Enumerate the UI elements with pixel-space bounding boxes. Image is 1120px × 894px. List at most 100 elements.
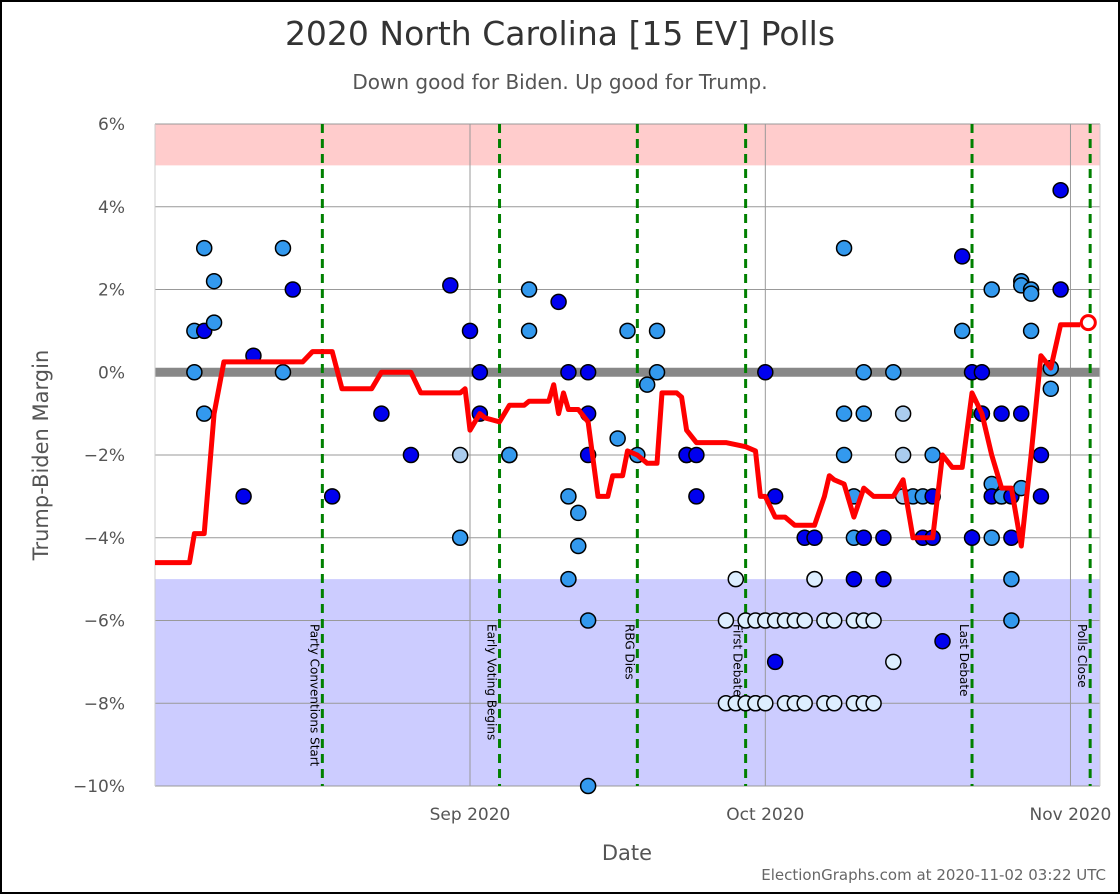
- poll-point: [648, 364, 666, 381]
- poll-point: [855, 405, 872, 422]
- x-tick-label: Sep 2020: [430, 805, 511, 825]
- poll-point: [560, 488, 577, 505]
- poll-point: [1013, 405, 1030, 422]
- poll-point: [934, 632, 951, 650]
- poll-point: [806, 570, 823, 588]
- poll-point: [451, 446, 469, 464]
- x-tick-label: Oct 2020: [726, 805, 804, 825]
- y-tick-label: −8%: [84, 694, 125, 714]
- poll-point: [885, 364, 902, 381]
- final-average-marker: [1079, 314, 1097, 332]
- poll-point: [688, 488, 705, 505]
- poll-point: [186, 364, 203, 381]
- y-tick-label: −10%: [73, 777, 125, 797]
- y-tick-label: −2%: [84, 446, 125, 466]
- poll-point: [1003, 570, 1020, 588]
- poll-point: [835, 239, 853, 257]
- poll-point: [570, 504, 587, 522]
- poll-point: [825, 612, 843, 629]
- poll-point: [953, 248, 971, 265]
- chart-title: 2020 North Carolina [15 EV] Polls: [284, 14, 836, 53]
- y-tick-label: −4%: [84, 529, 125, 549]
- poll-point: [875, 529, 892, 546]
- poll-point: [579, 612, 597, 629]
- poll-point: [894, 446, 912, 464]
- poll-point: [235, 488, 252, 505]
- poll-point: [195, 405, 213, 422]
- event-label: Early Voting Begins: [485, 624, 499, 740]
- poll-point: [205, 314, 223, 331]
- y-axis-label: Trump-Biden Margin: [29, 350, 53, 562]
- poll-point: [1022, 285, 1040, 302]
- poll-point: [442, 277, 459, 294]
- poll-point: [825, 695, 843, 712]
- poll-point: [1042, 380, 1060, 398]
- poll-point: [1022, 322, 1040, 340]
- poll-point: [638, 376, 656, 393]
- poll-point: [717, 612, 735, 629]
- chart-subtitle: Down good for Biden. Up good for Trump.: [352, 70, 768, 94]
- poll-point: [845, 570, 863, 588]
- poll-point: [520, 322, 538, 340]
- poll-point: [451, 529, 469, 546]
- average-line: [155, 322, 1081, 566]
- poll-point: [865, 695, 882, 712]
- poll-point: [609, 430, 626, 447]
- poll-point: [1052, 281, 1069, 298]
- poll-point: [924, 446, 941, 464]
- poll-point: [579, 364, 597, 381]
- event-label: First Debate: [731, 624, 745, 697]
- poll-point: [274, 364, 292, 381]
- y-tick-label: 4%: [98, 198, 125, 218]
- poll-point: [983, 529, 1000, 546]
- biden-zone: [155, 579, 1100, 786]
- poll-point: [993, 405, 1010, 422]
- event-label: Polls Close: [1075, 624, 1089, 688]
- poll-point: [875, 570, 892, 588]
- poll-point: [619, 322, 636, 340]
- poll-point: [806, 529, 823, 546]
- poll-point: [1032, 488, 1050, 505]
- event-label: RBG Dies: [622, 624, 636, 680]
- poll-point: [205, 272, 223, 290]
- poll-point: [835, 405, 853, 422]
- poll-point: [757, 364, 774, 381]
- poll-point: [1032, 446, 1050, 464]
- poll-point: [835, 446, 853, 464]
- poll-point: [855, 529, 872, 546]
- poll-point: [373, 405, 390, 422]
- poll-point: [885, 653, 902, 671]
- poll-point: [894, 405, 912, 422]
- poll-point: [757, 695, 774, 712]
- poll-point: [284, 281, 302, 298]
- y-tick-label: 6%: [98, 115, 125, 135]
- y-tick-label: 0%: [98, 363, 125, 383]
- poll-point: [1052, 181, 1069, 199]
- x-axis-label: Date: [602, 841, 652, 865]
- poll-point: [688, 446, 705, 464]
- poll-point: [953, 322, 971, 340]
- poll-point: [461, 322, 479, 340]
- poll-point: [796, 695, 813, 712]
- poll-point: [983, 281, 1000, 298]
- poll-point: [550, 293, 567, 311]
- poll-point: [766, 653, 784, 671]
- poll-point: [855, 364, 872, 381]
- poll-point: [520, 281, 538, 298]
- credit-line: ElectionGraphs.com at 2020-11-02 03:22 U…: [761, 866, 1106, 884]
- poll-point: [402, 446, 420, 464]
- poll-point: [323, 488, 341, 505]
- y-tick-label: 2%: [98, 281, 125, 301]
- y-tick-label: −6%: [84, 612, 125, 632]
- poll-point: [973, 364, 991, 381]
- poll-point: [471, 364, 489, 381]
- poll-point: [648, 322, 666, 340]
- event-label: Party Conventions Start: [307, 624, 321, 767]
- poll-point: [560, 570, 577, 588]
- poll-point: [501, 446, 518, 464]
- poll-point: [579, 777, 597, 795]
- event-label: Last Debate: [957, 624, 971, 697]
- poll-point: [560, 364, 577, 381]
- poll-point: [195, 239, 213, 257]
